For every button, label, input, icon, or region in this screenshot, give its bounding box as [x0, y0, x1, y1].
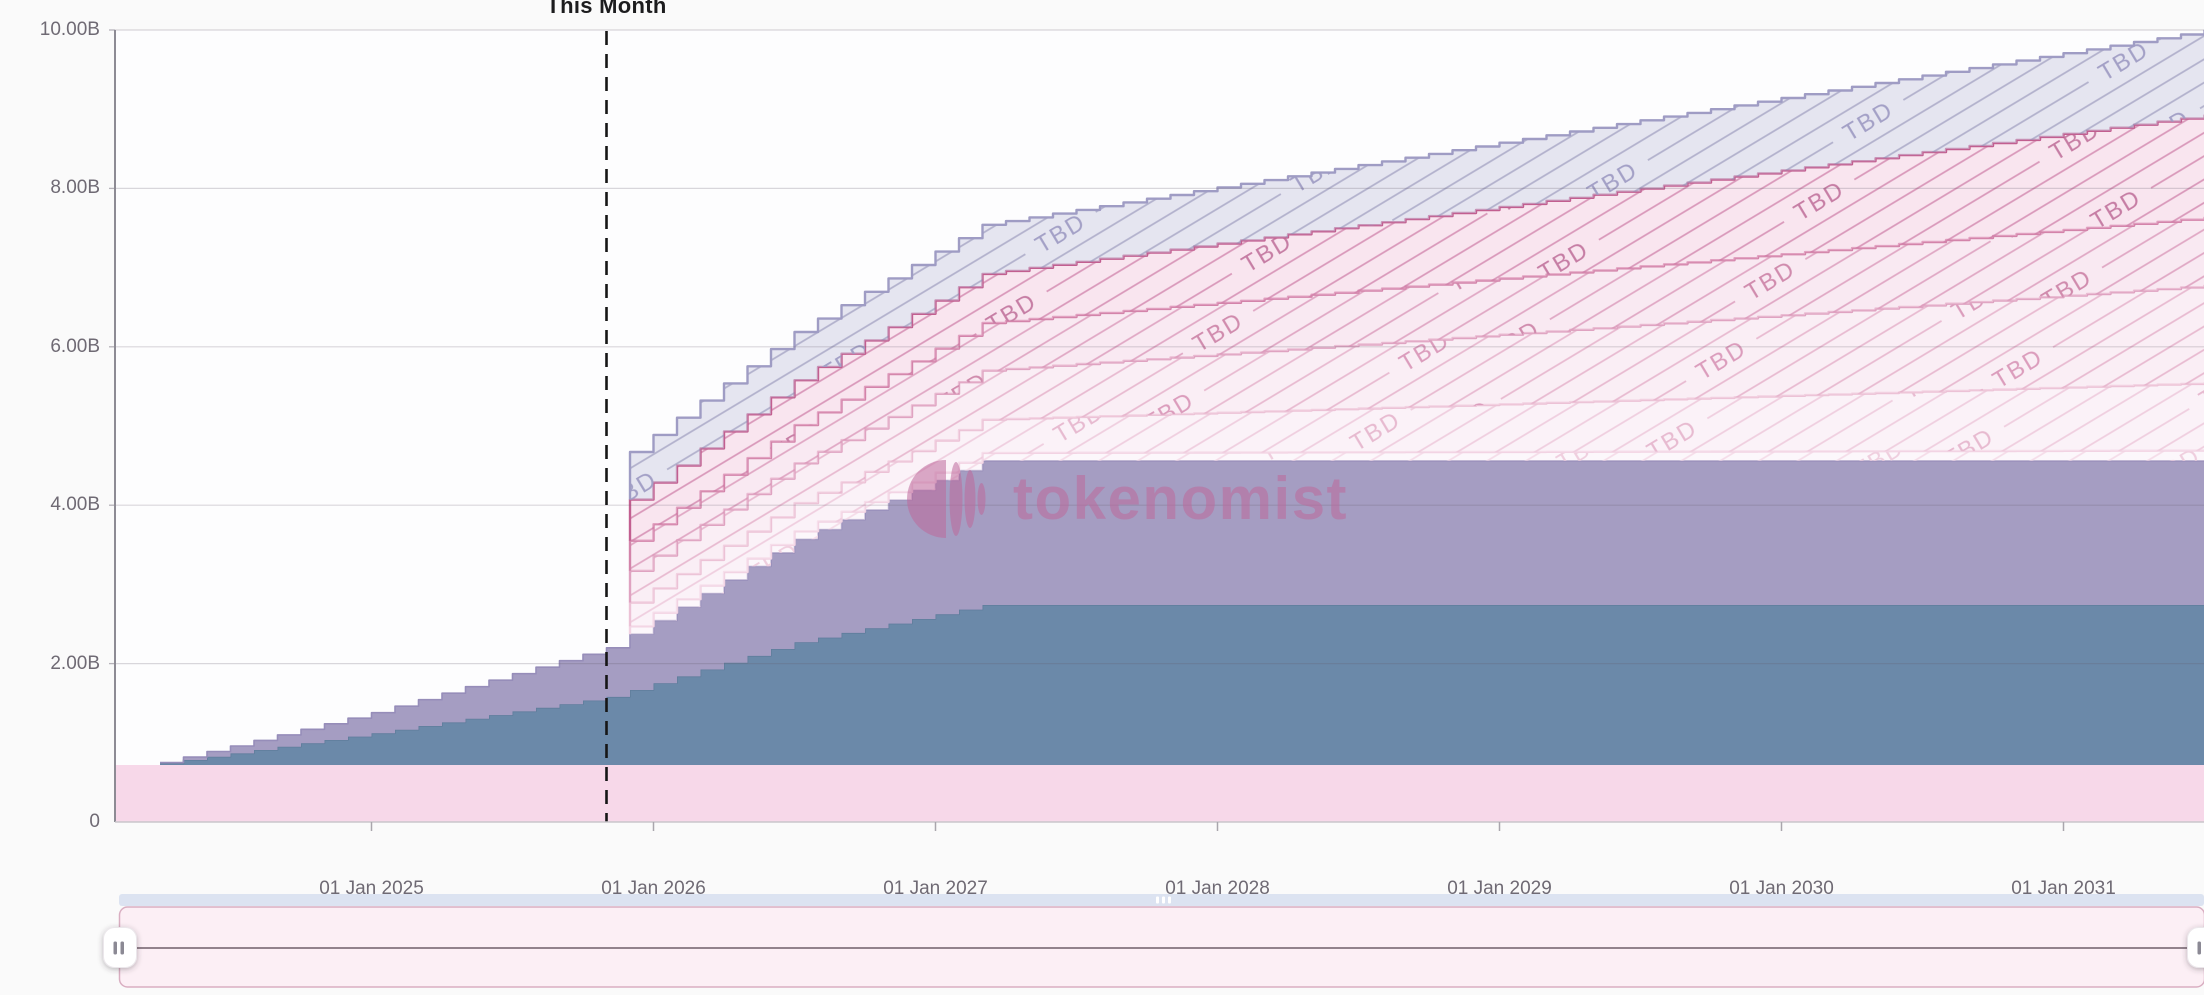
navigator-right-handle[interactable] [2187, 927, 2204, 968]
x-tick-label: 01 Jan 2028 [1165, 878, 1270, 899]
navigator-track[interactable] [119, 894, 2204, 906]
handle-grip-icon [120, 941, 124, 955]
x-tick-label: 01 Jan 2029 [1447, 878, 1552, 899]
this-month-annotation-label: This Month [546, 0, 667, 18]
series-base-pink-area [115, 765, 2204, 822]
x-tick-label: 01 Jan 2025 [319, 878, 424, 899]
navigator-left-handle[interactable] [103, 927, 137, 968]
series-solid-purple-area [160, 460, 2204, 764]
series-tbd-6-edge [628, 29, 2204, 500]
series-solid-blue-area [160, 605, 2204, 765]
y-tick-label: 2.00B [50, 652, 100, 674]
y-tick-label: 10.00B [39, 19, 100, 40]
y-tick-label: 8.00B [50, 177, 100, 199]
y-tick-label: 0 [89, 811, 100, 832]
y-tick-label: 6.00B [50, 335, 100, 357]
navigator-selected-range[interactable] [118, 906, 2204, 988]
x-tick-label: 01 Jan 2027 [883, 878, 988, 899]
navigator-track-grip-icon [1162, 896, 1165, 904]
series-tbd-4-hatch [630, 219, 2204, 571]
handle-grip-icon [113, 941, 117, 955]
navigator-track-grip-icon [1156, 896, 1159, 904]
x-tick-label: 01 Jan 2026 [601, 878, 706, 899]
navigator-track-grip-icon [1168, 896, 1171, 904]
chart-plot-area[interactable] [115, 30, 2204, 822]
series-tbd-6-hatch [630, 34, 2204, 500]
x-tick-label: 01 Jan 2031 [2011, 878, 2116, 899]
x-tick-label: 01 Jan 2030 [1729, 878, 1834, 899]
series-tbd-5-hatch [630, 118, 2204, 541]
series-tbd-3-hatch [630, 287, 2204, 603]
series-tbd-2-hatch [630, 383, 2204, 627]
y-tick-label: 4.00B [50, 494, 100, 516]
handle-grip-icon [2197, 941, 2201, 955]
